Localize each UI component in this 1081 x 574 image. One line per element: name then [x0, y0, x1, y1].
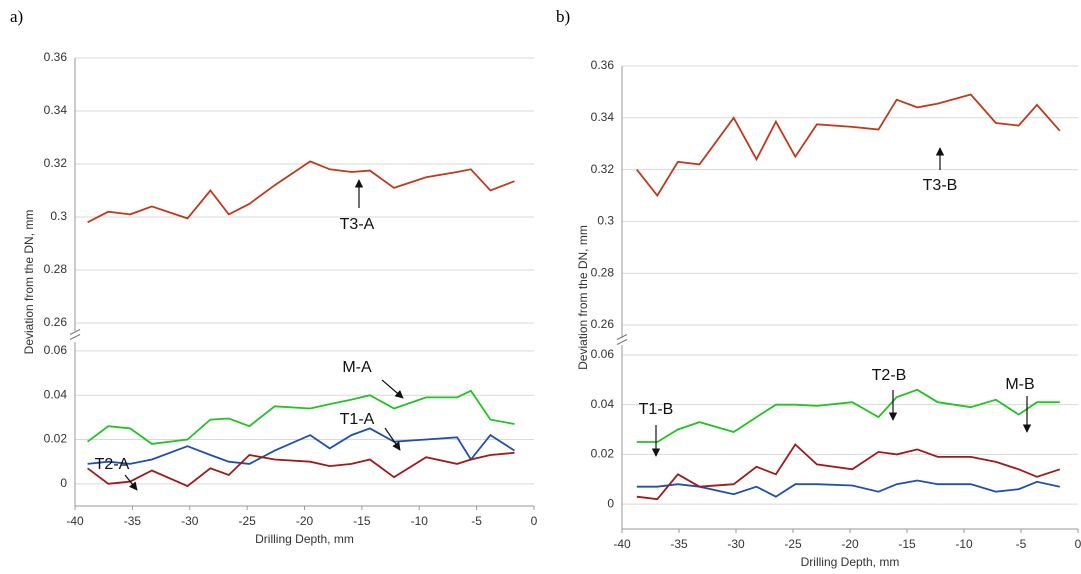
y-tick-label: 0.06	[44, 343, 68, 357]
x-tick-label: -25	[238, 514, 256, 528]
y-tick-label: 0.04	[44, 387, 68, 401]
series-annotation: M-B	[1005, 376, 1034, 393]
series-line	[636, 93, 1061, 198]
x-tick-label: -5	[1016, 537, 1027, 551]
panel-label: a)	[10, 7, 23, 26]
series-annotation: T2-B	[872, 367, 907, 384]
series-annotation: T1-B	[639, 401, 674, 418]
series-annotation: M-A	[342, 359, 372, 376]
annotation-arrow	[381, 379, 404, 399]
y-axis-label: Deviation from the DN, mm	[22, 210, 36, 355]
x-tick-label: -40	[613, 537, 631, 551]
y-tick-label: 0.26	[591, 317, 615, 331]
x-tick-label: -35	[124, 514, 142, 528]
y-tick-label: 0.34	[591, 110, 615, 124]
y-tick-label: 0.34	[44, 103, 68, 117]
series-annotation: T2-A	[95, 456, 130, 473]
axis-break	[69, 329, 81, 340]
x-axis-label: Drilling Depth, mm	[255, 532, 354, 546]
x-tick-label: -30	[181, 514, 199, 528]
y-tick-label: 0.36	[591, 58, 615, 72]
y-tick-label: 0	[607, 496, 614, 510]
panel-label: b)	[556, 7, 570, 26]
y-tick-label: 0.04	[591, 397, 615, 411]
series-line	[636, 443, 1061, 501]
y-tick-label: 0	[60, 476, 67, 490]
annotation-arrow	[124, 474, 138, 491]
x-axis-label: Drilling Depth, mm	[801, 555, 900, 569]
x-tick-label: -15	[353, 514, 371, 528]
x-tick-label: 0	[531, 514, 538, 528]
y-axis-label: Deviation from the DN, mm	[576, 225, 590, 370]
y-tick-label: 0.32	[591, 162, 615, 176]
y-tick-label: 0.36	[44, 50, 68, 64]
x-tick-label: -25	[784, 537, 802, 551]
annotation-arrow	[384, 427, 401, 451]
series-line	[87, 389, 515, 445]
x-tick-label: 0	[1075, 537, 1081, 551]
y-tick-label: 0.02	[591, 447, 615, 461]
y-tick-label: 0.3	[597, 214, 614, 228]
series-annotation: T3-B	[923, 177, 958, 194]
y-tick-label: 0.32	[44, 156, 68, 170]
x-tick-label: -40	[66, 514, 84, 528]
y-tick-label: 0.26	[44, 315, 68, 329]
y-tick-label: 0.28	[44, 262, 68, 276]
x-tick-label: -35	[670, 537, 688, 551]
series-line	[636, 479, 1060, 498]
series-line	[87, 451, 515, 488]
y-tick-label: 0.3	[50, 209, 67, 223]
x-tick-label: -10	[955, 537, 973, 551]
axis-break	[616, 334, 628, 345]
series-line	[87, 160, 515, 224]
x-tick-label: -20	[841, 537, 859, 551]
series-line	[87, 427, 515, 465]
y-tick-label: 0.06	[591, 347, 615, 361]
x-tick-label: -5	[471, 514, 482, 528]
x-tick-label: -10	[411, 514, 429, 528]
x-tick-label: -30	[727, 537, 745, 551]
x-tick-label: -15	[898, 537, 916, 551]
series-annotation: T1-A	[340, 411, 375, 428]
x-tick-label: -20	[296, 514, 314, 528]
y-tick-label: 0.28	[591, 265, 615, 279]
series-annotation: T3-A	[340, 216, 375, 233]
y-tick-label: 0.02	[44, 432, 68, 446]
series-line	[636, 388, 1060, 443]
